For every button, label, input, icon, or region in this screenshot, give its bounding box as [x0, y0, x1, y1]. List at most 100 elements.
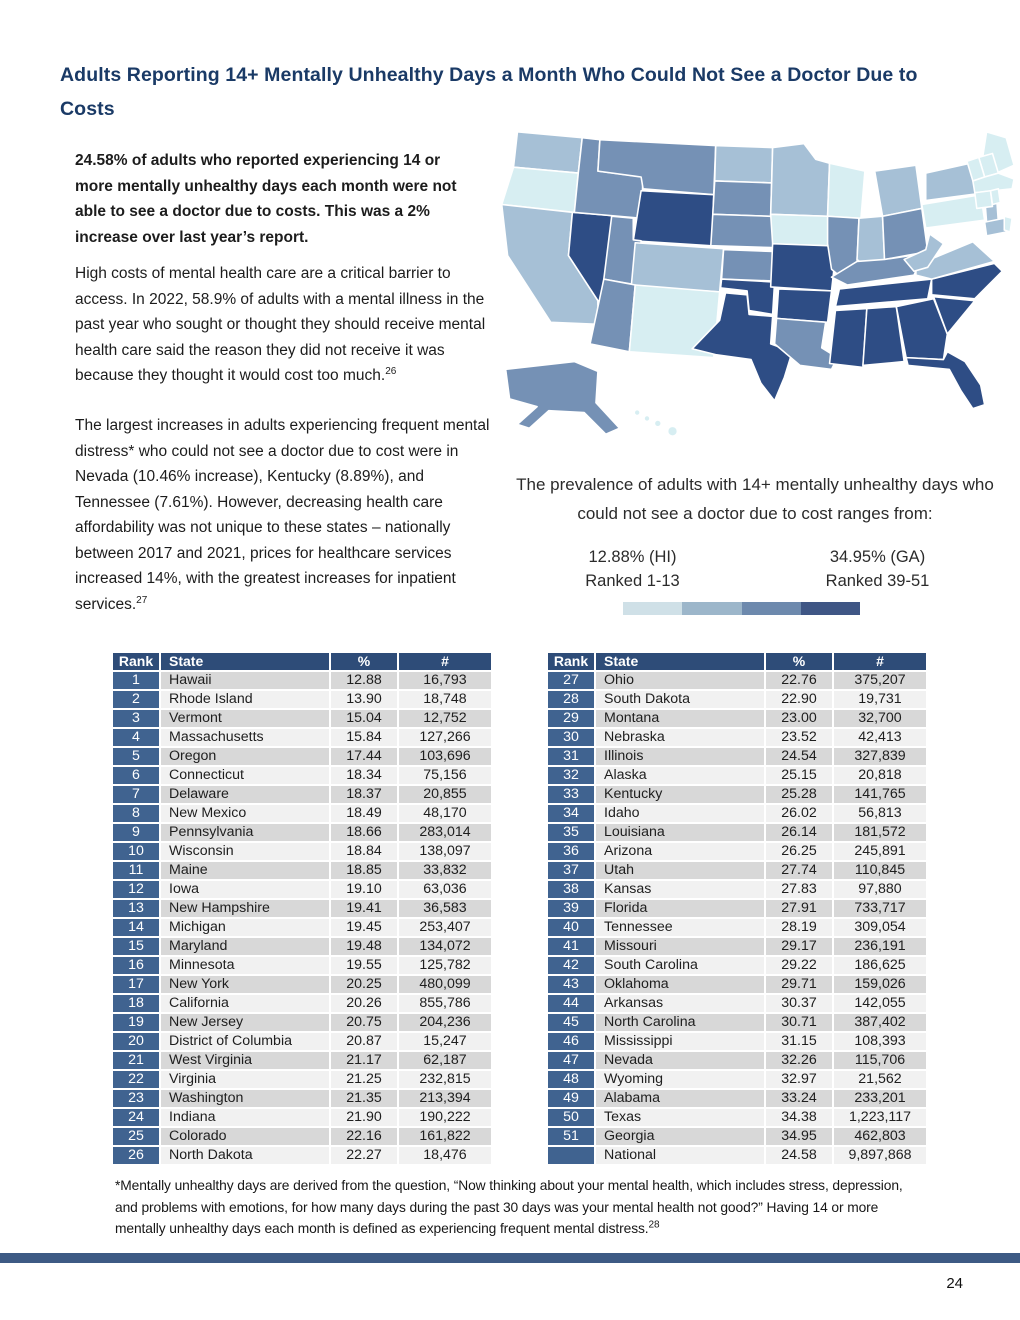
- percent-cell: 22.16: [331, 1128, 397, 1145]
- count-cell: 159,026: [834, 976, 926, 993]
- rank-cell: 30: [548, 729, 594, 746]
- count-cell: 309,054: [834, 919, 926, 936]
- state-cell: New Mexico: [161, 805, 329, 822]
- count-cell: 18,476: [399, 1147, 491, 1164]
- rank-cell: 42: [548, 957, 594, 974]
- count-cell: 63,036: [399, 881, 491, 898]
- map-low-rank: Ranked 1-13: [585, 572, 680, 590]
- percent-cell: 13.90: [331, 691, 397, 708]
- count-cell: 15,247: [399, 1033, 491, 1050]
- rank-cell: 11: [113, 862, 159, 879]
- percent-cell: 20.26: [331, 995, 397, 1012]
- count-cell: 18,748: [399, 691, 491, 708]
- column-header: %: [766, 653, 832, 670]
- count-cell: 375,207: [834, 672, 926, 689]
- count-cell: 213,394: [399, 1090, 491, 1107]
- state-cell: Vermont: [161, 710, 329, 727]
- map-high-rank: Ranked 39-51: [825, 572, 930, 590]
- rank-cell: 22: [113, 1071, 159, 1088]
- state-cell: New Jersey: [161, 1014, 329, 1031]
- count-cell: 232,815: [399, 1071, 491, 1088]
- percent-cell: 32.97: [766, 1071, 832, 1088]
- percent-cell: 29.22: [766, 957, 832, 974]
- us-choropleth-map: [488, 110, 1018, 458]
- state-cell: Iowa: [161, 881, 329, 898]
- rank-cell: 44: [548, 995, 594, 1012]
- state-cell: Nebraska: [596, 729, 764, 746]
- percent-cell: 27.74: [766, 862, 832, 879]
- rank-cell: 51: [548, 1128, 594, 1145]
- percent-cell: 29.17: [766, 938, 832, 955]
- state-cell: South Carolina: [596, 957, 764, 974]
- state-cell: Oregon: [161, 748, 329, 765]
- map-range-stats: 12.88% (HI) Ranked 1-13 34.95% (GA) Rank…: [505, 545, 1005, 593]
- page-number: 24: [946, 1275, 963, 1292]
- count-cell: 855,786: [399, 995, 491, 1012]
- percent-cell: 18.37: [331, 786, 397, 803]
- count-cell: 62,187: [399, 1052, 491, 1069]
- rank-cell: 4: [113, 729, 159, 746]
- percent-cell: 18.66: [331, 824, 397, 841]
- map-low-value: 12.88% (HI): [588, 548, 677, 566]
- percent-cell: 18.34: [331, 767, 397, 784]
- count-cell: 56,813: [834, 805, 926, 822]
- count-cell: 480,099: [399, 976, 491, 993]
- state-cell: Montana: [596, 710, 764, 727]
- rank-cell: 36: [548, 843, 594, 860]
- column-header: State: [161, 653, 329, 670]
- count-cell: 462,803: [834, 1128, 926, 1145]
- state-cell: Wisconsin: [161, 843, 329, 860]
- state-cell: Nevada: [596, 1052, 764, 1069]
- count-cell: 127,266: [399, 729, 491, 746]
- rank-cell: 49: [548, 1090, 594, 1107]
- rank-cell: 50: [548, 1109, 594, 1126]
- state-cell: Wyoming: [596, 1071, 764, 1088]
- rank-cell: 12: [113, 881, 159, 898]
- state-cell: Maryland: [161, 938, 329, 955]
- count-cell: 236,191: [834, 938, 926, 955]
- rank-cell: 39: [548, 900, 594, 917]
- state-cell: Alabama: [596, 1090, 764, 1107]
- rank-cell: 37: [548, 862, 594, 879]
- count-cell: 125,782: [399, 957, 491, 974]
- rank-cell: 32: [548, 767, 594, 784]
- column-header: Rank: [113, 653, 159, 670]
- percent-cell: 23.00: [766, 710, 832, 727]
- count-cell: 32,700: [834, 710, 926, 727]
- percent-cell: 21.25: [331, 1071, 397, 1088]
- percent-cell: 33.24: [766, 1090, 832, 1107]
- count-cell: 19,731: [834, 691, 926, 708]
- percent-cell: 34.95: [766, 1128, 832, 1145]
- state-cell: Arizona: [596, 843, 764, 860]
- percent-cell: 21.35: [331, 1090, 397, 1107]
- count-cell: 327,839: [834, 748, 926, 765]
- state-cell: California: [161, 995, 329, 1012]
- rank-cell: 1: [113, 672, 159, 689]
- percent-cell: 18.85: [331, 862, 397, 879]
- percent-cell: 19.48: [331, 938, 397, 955]
- rank-cell: 46: [548, 1033, 594, 1050]
- state-cell: Utah: [596, 862, 764, 879]
- us-map-svg: [500, 131, 1015, 437]
- rank-cell: 24: [113, 1109, 159, 1126]
- state-cell: Texas: [596, 1109, 764, 1126]
- percent-cell: 19.45: [331, 919, 397, 936]
- rank-cell: 45: [548, 1014, 594, 1031]
- map-legend: [623, 602, 860, 615]
- percent-cell: 19.41: [331, 900, 397, 917]
- rank-cell: 21: [113, 1052, 159, 1069]
- count-cell: 186,625: [834, 957, 926, 974]
- state-cell: Ohio: [596, 672, 764, 689]
- legend-swatch: [800, 602, 860, 615]
- column-header: State: [596, 653, 764, 670]
- page-title: Adults Reporting 14+ Mentally Unhealthy …: [60, 64, 918, 120]
- count-cell: 33,832: [399, 862, 491, 879]
- rank-cell: 15: [113, 938, 159, 955]
- percent-cell: 27.83: [766, 881, 832, 898]
- rank-cell: 38: [548, 881, 594, 898]
- rank-cell: 43: [548, 976, 594, 993]
- rank-cell: 28: [548, 691, 594, 708]
- count-cell: 733,717: [834, 900, 926, 917]
- percent-cell: 29.71: [766, 976, 832, 993]
